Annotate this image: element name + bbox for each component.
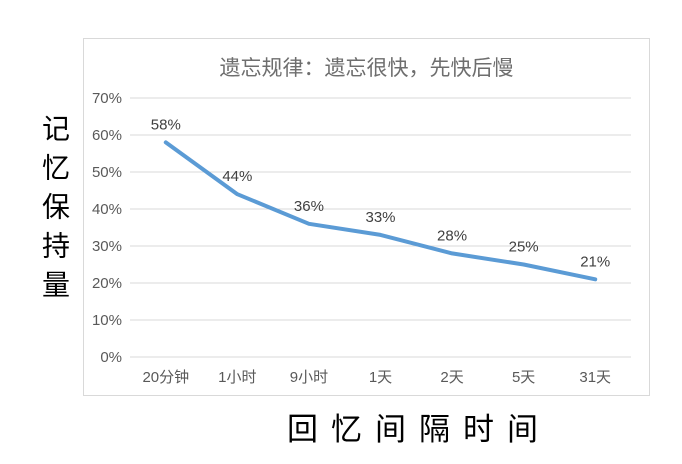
y-tick-label: 60% — [92, 127, 122, 144]
x-tick-label: 2天 — [440, 369, 463, 386]
data-label: 36% — [294, 198, 324, 215]
data-label: 58% — [151, 116, 181, 133]
x-tick-label: 5天 — [512, 369, 535, 386]
data-label: 33% — [365, 209, 395, 226]
data-label: 44% — [222, 168, 252, 185]
y-tick-label: 30% — [92, 238, 122, 255]
x-tick-label: 20分钟 — [142, 369, 189, 386]
y-tick-label: 0% — [100, 349, 122, 366]
x-tick-label: 31天 — [579, 369, 611, 386]
y-tick-label: 20% — [92, 275, 122, 292]
y-tick-label: 50% — [92, 164, 122, 181]
series-line — [163, 140, 598, 282]
chart-title: 遗忘规律：遗忘很快，先快后慢 — [219, 56, 514, 80]
y-tick-label: 40% — [92, 201, 122, 218]
data-label: 25% — [509, 239, 539, 256]
data-label: 28% — [437, 227, 467, 244]
y-tick-label: 10% — [92, 312, 122, 329]
plot-area: 0% 10% 20% 30% 40% 50% 60% 70% 20分钟 1小时 9小时 1天 2天 5天 3… — [92, 90, 631, 386]
y-axis-title: 记忆保持量 — [38, 114, 69, 309]
x-tick-label: 1天 — [369, 369, 392, 386]
x-tick-label: 9小时 — [290, 369, 328, 386]
chart-frame: 遗忘规律：遗忘很快，先快后慢 0% 10% 20% 30% 40% 50% 60% 70% 20… — [83, 38, 650, 396]
y-tick-label: 70% — [92, 90, 122, 107]
data-label: 21% — [580, 253, 610, 270]
x-axis-title: 回忆间隔时间 — [287, 412, 551, 447]
x-tick-label: 1小时 — [218, 369, 256, 386]
